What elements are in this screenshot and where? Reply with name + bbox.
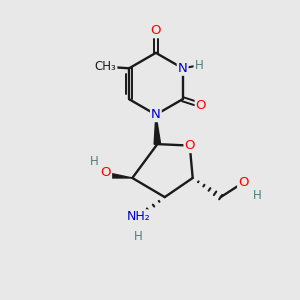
Text: CH₃: CH₃ (95, 60, 116, 73)
Text: O: O (151, 24, 161, 37)
Text: NH₂: NH₂ (126, 210, 150, 223)
Text: H: H (194, 59, 203, 72)
Text: H: H (90, 155, 98, 168)
Text: O: O (184, 139, 195, 152)
Text: O: O (238, 176, 249, 189)
Text: N: N (151, 108, 161, 121)
Text: N: N (178, 62, 188, 75)
Text: H: H (134, 230, 142, 243)
Polygon shape (154, 115, 161, 144)
Text: O: O (196, 99, 206, 112)
Polygon shape (104, 172, 132, 178)
Text: O: O (100, 166, 111, 179)
Text: H: H (253, 189, 262, 202)
